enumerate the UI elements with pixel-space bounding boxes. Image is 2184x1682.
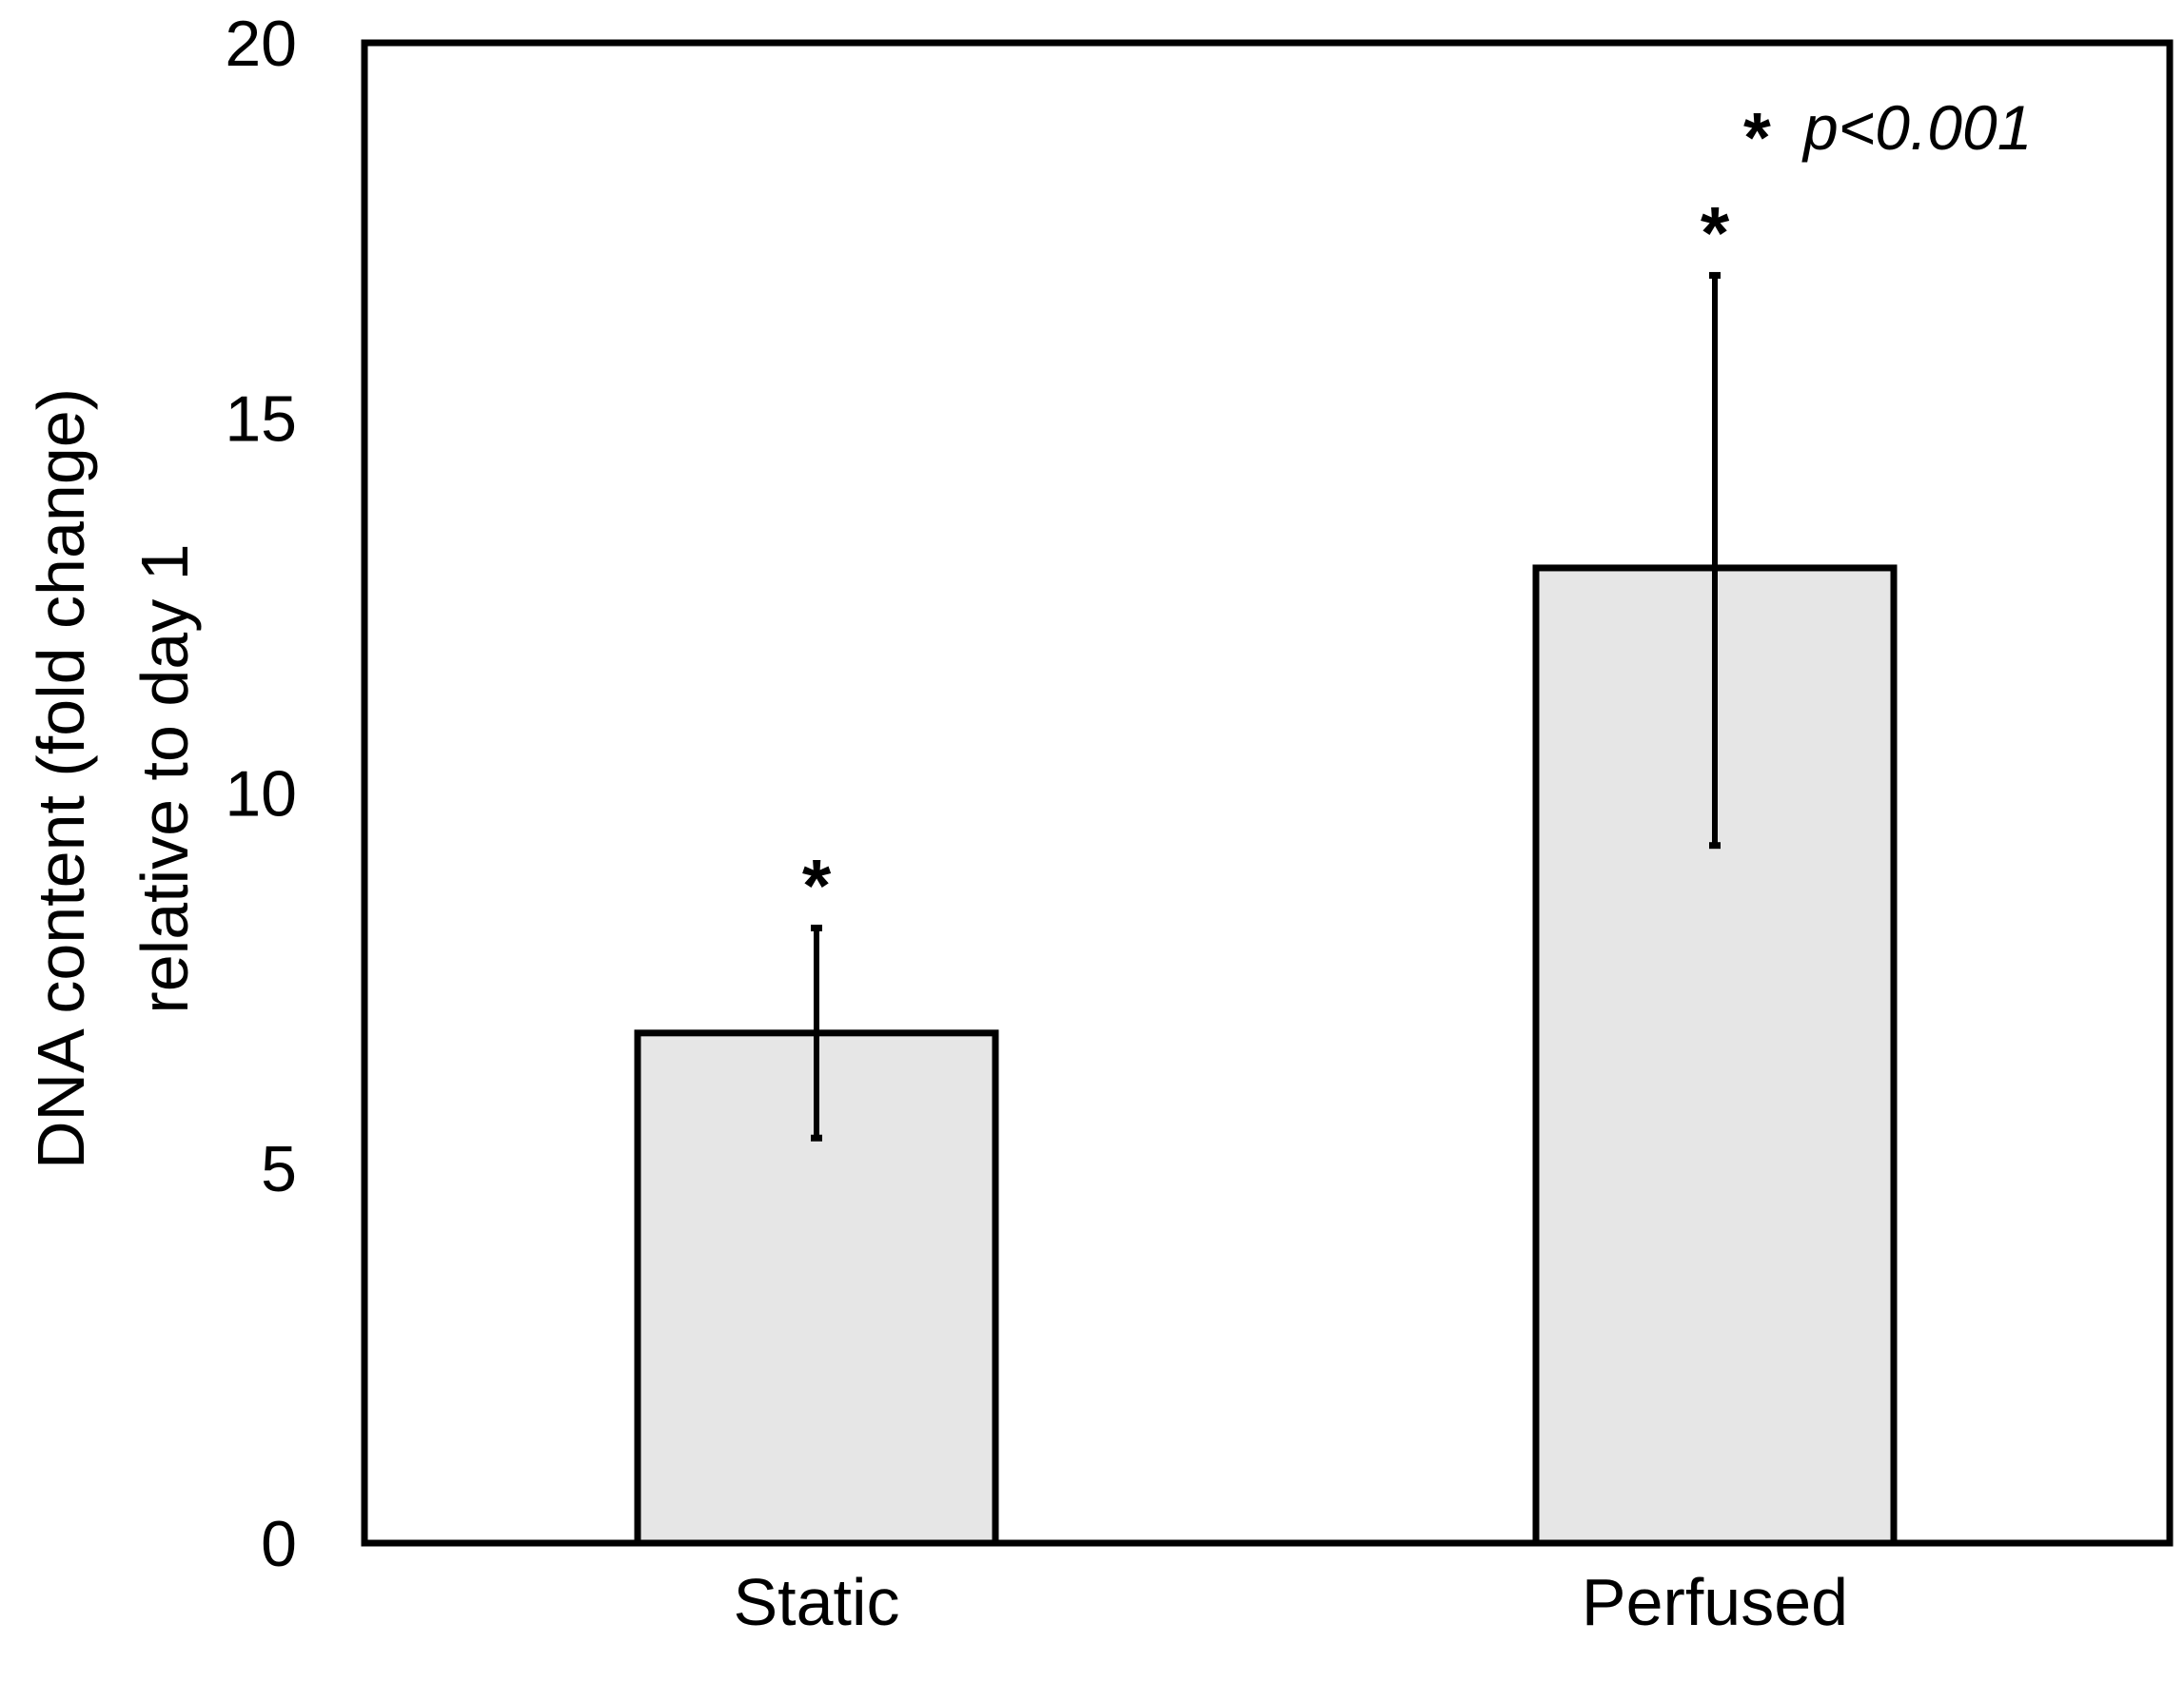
significance-star: * [802,843,832,927]
x-category-label: Static [733,1565,899,1639]
y-axis-title-line-1: DNA content (fold change) [24,388,98,1169]
plot-frame [361,39,2174,1547]
y-tick-labels: 0 5 10 15 20 [225,8,297,1580]
y-tick-label: 10 [225,758,297,831]
annotation-star: * [1743,98,1771,177]
bars-group: ** [634,190,1898,1547]
significance-star: * [1701,190,1730,274]
x-category-label: Perfused [1582,1565,1848,1639]
annotation-p-value: p<0.001 [1801,92,2032,163]
y-tick-label: 5 [261,1133,297,1205]
y-tick-label: 15 [225,382,297,455]
x-category-labels: Static Perfused [733,1565,1848,1639]
y-tick-label: 20 [225,8,297,80]
y-axis-title-line-2: relative to day 1 [128,543,202,1013]
y-tick-label: 0 [261,1508,297,1580]
